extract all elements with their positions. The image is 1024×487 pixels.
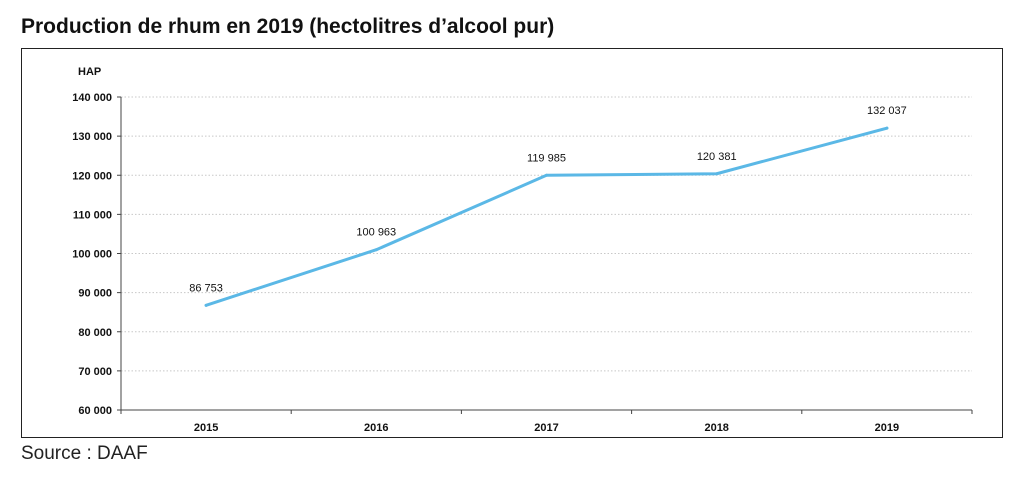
x-tick-label: 2018 — [704, 422, 728, 434]
y-tick-label: 120 000 — [72, 170, 112, 182]
data-point — [715, 172, 719, 176]
x-tick-label: 2015 — [194, 422, 218, 434]
y-tick-label: 100 000 — [72, 249, 112, 261]
x-tick-label: 2019 — [875, 422, 899, 434]
data-label: 100 963 — [356, 227, 396, 239]
source-note: Source : DAAF — [21, 443, 148, 464]
series-line — [204, 126, 889, 307]
x-tick-labels: 2015 2016 2017 2018 2019 — [194, 422, 899, 434]
y-tick-labels: 60 000 70 000 80 000 90 000 100 000 110 000 12… — [72, 66, 112, 417]
y-tick-label: 60 000 — [78, 405, 112, 417]
y-tick-label: 80 000 — [78, 327, 112, 339]
x-tick-label: 2016 — [364, 422, 388, 434]
data-labels: 86 753 100 963 119 985 120 381 132 037 — [189, 105, 907, 294]
data-label: 119 985 — [527, 152, 566, 164]
y-tick-label: 140 000 — [72, 92, 112, 104]
data-point — [374, 248, 378, 252]
line-chart: 60 000 70 000 80 000 90 000 100 000 110 000 12… — [72, 66, 973, 434]
data-point — [204, 303, 208, 307]
axes — [117, 96, 973, 414]
y-tick-label: 70 000 — [78, 366, 112, 378]
x-tick-label: 2017 — [534, 422, 558, 434]
data-label: 132 037 — [867, 105, 907, 117]
y-axis-label: HAP — [78, 66, 101, 78]
y-tick-label: 90 000 — [78, 288, 112, 300]
page-title: Production de rhum en 2019 (hectolitres … — [21, 15, 555, 38]
data-point — [545, 173, 548, 177]
data-label: 86 753 — [189, 282, 223, 294]
data-point — [885, 126, 889, 130]
chart-frame: 60 000 70 000 80 000 90 000 100 000 110 000 12… — [21, 48, 1003, 438]
y-tick-label: 110 000 — [73, 209, 112, 221]
y-tick-label: 130 000 — [72, 131, 112, 143]
data-label: 120 381 — [697, 151, 737, 163]
